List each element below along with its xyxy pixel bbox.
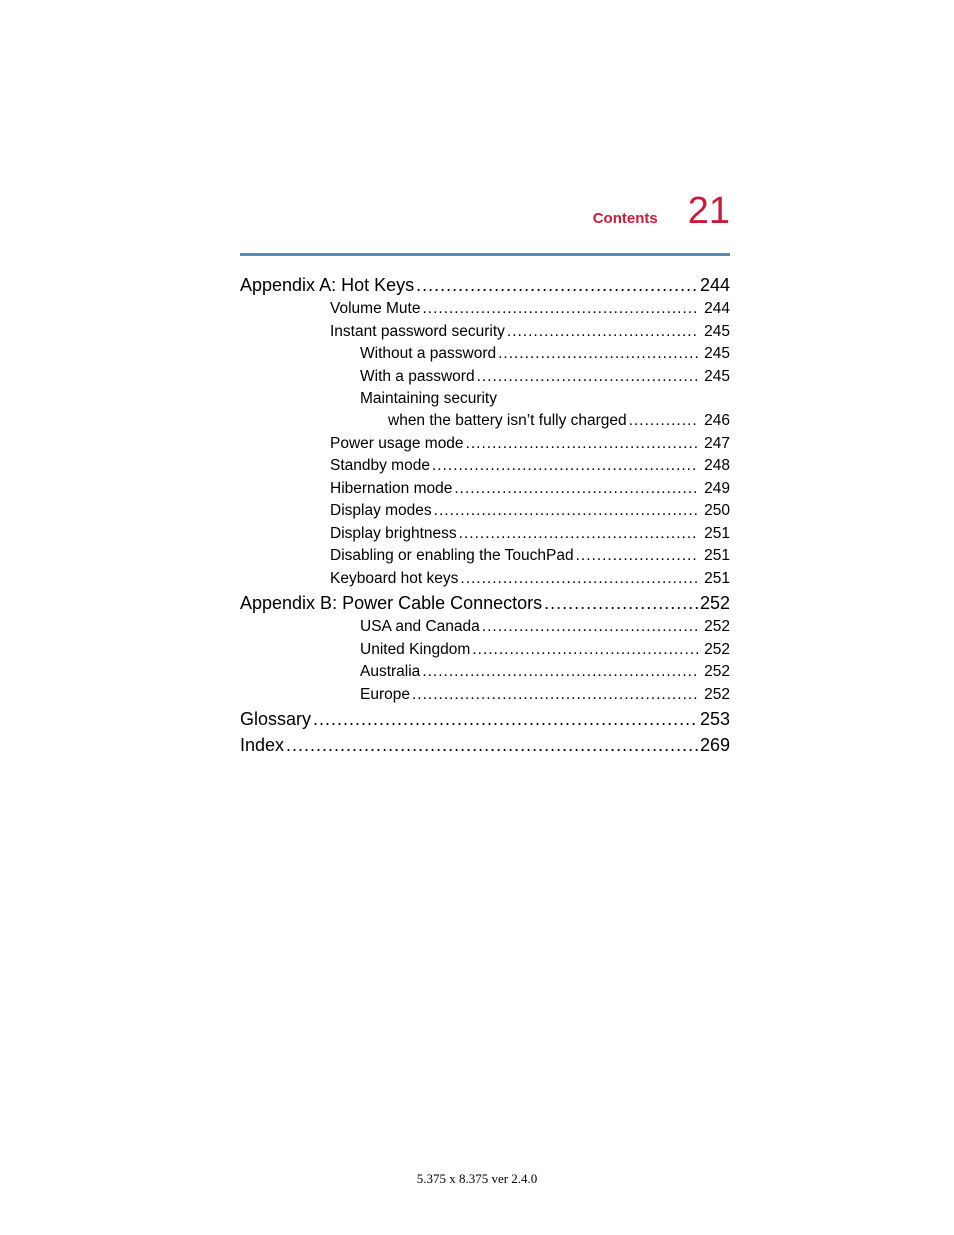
toc-label: Disabling or enabling the TouchPad [330,545,574,567]
toc-label: Appendix A: Hot Keys [240,272,414,298]
toc-leader [576,545,698,567]
toc-entry: Display brightness 251 [330,523,730,545]
toc-page: 251 [700,568,730,590]
page-content: Contents 21 Appendix A: Hot Keys244Volum… [240,190,730,758]
toc-entry: Appendix B: Power Cable Connectors 252 [240,590,730,616]
toc-page: 252 [700,590,730,616]
toc-label: Standby mode [330,455,430,477]
toc-leader [460,568,698,590]
header-title: Contents [593,210,658,227]
header-separator [240,253,730,256]
page-footer: 5.375 x 8.375 ver 2.4.0 [0,1171,954,1187]
toc-page: 246 [700,410,730,432]
toc-leader [544,590,698,616]
toc-entry: when the battery isn’t fully charged 246 [388,410,730,432]
toc-entry: Standby mode 248 [330,455,730,477]
page-header: Contents 21 [240,190,730,233]
toc-entry: United Kingdom 252 [360,639,730,661]
toc-label: With a password [360,366,475,388]
toc-label: Instant password security [330,321,505,343]
toc-page: 252 [700,616,730,638]
toc-label: Europe [360,684,410,706]
toc-leader [507,321,698,343]
toc-page: 245 [700,366,730,388]
toc-label: Display modes [330,500,432,522]
toc-leader [286,732,698,758]
toc-label: Without a password [360,343,496,365]
toc-entry: Maintaining security [360,388,730,410]
toc-entry: Without a password 245 [360,343,730,365]
toc-leader [416,272,698,298]
toc-leader [629,410,698,432]
toc-label: Australia [360,661,420,683]
toc-leader [422,298,698,320]
toc-entry: Europe 252 [360,684,730,706]
toc-leader [434,500,698,522]
table-of-contents: Appendix A: Hot Keys244Volume Mute244Ins… [240,272,730,758]
toc-page: 247 [700,433,730,455]
toc-leader [482,616,698,638]
toc-page: 252 [700,639,730,661]
toc-page: 244 [700,272,730,298]
toc-page: 245 [700,343,730,365]
toc-label: USA and Canada [360,616,480,638]
toc-leader [432,455,698,477]
toc-leader [313,706,698,732]
toc-leader [422,661,698,683]
toc-entry: Index 269 [240,732,730,758]
toc-page: 251 [700,523,730,545]
toc-leader [477,366,698,388]
toc-leader [466,433,698,455]
toc-entry: Volume Mute 244 [330,298,730,320]
toc-label: United Kingdom [360,639,470,661]
toc-page: 248 [700,455,730,477]
page-number: 21 [688,190,730,233]
toc-page: 245 [700,321,730,343]
toc-label: Hibernation mode [330,478,452,500]
toc-entry: With a password 245 [360,366,730,388]
toc-page: 252 [700,684,730,706]
toc-page: 244 [700,298,730,320]
toc-entry: Disabling or enabling the TouchPad 251 [330,545,730,567]
toc-entry: Australia 252 [360,661,730,683]
toc-page: 251 [700,545,730,567]
toc-label: Index [240,732,284,758]
toc-leader [459,523,698,545]
toc-entry: Appendix A: Hot Keys 244 [240,272,730,298]
toc-entry: Instant password security 245 [330,321,730,343]
toc-entry: Display modes 250 [330,500,730,522]
toc-leader [498,343,698,365]
toc-label: Appendix B: Power Cable Connectors [240,590,542,616]
toc-label: Volume Mute [330,298,420,320]
toc-page: 269 [700,732,730,758]
toc-page: 253 [700,706,730,732]
toc-label: Glossary [240,706,311,732]
toc-page: 252 [700,661,730,683]
toc-leader [412,684,698,706]
toc-leader [454,478,698,500]
toc-leader [472,639,698,661]
toc-label: Display brightness [330,523,457,545]
toc-entry: Glossary 253 [240,706,730,732]
toc-page: 250 [700,500,730,522]
toc-page: 249 [700,478,730,500]
toc-entry: Keyboard hot keys 251 [330,568,730,590]
toc-label: Power usage mode [330,433,464,455]
toc-entry: USA and Canada 252 [360,616,730,638]
toc-label: when the battery isn’t fully charged [388,410,627,432]
toc-entry: Power usage mode 247 [330,433,730,455]
toc-label: Keyboard hot keys [330,568,458,590]
toc-entry: Hibernation mode 249 [330,478,730,500]
